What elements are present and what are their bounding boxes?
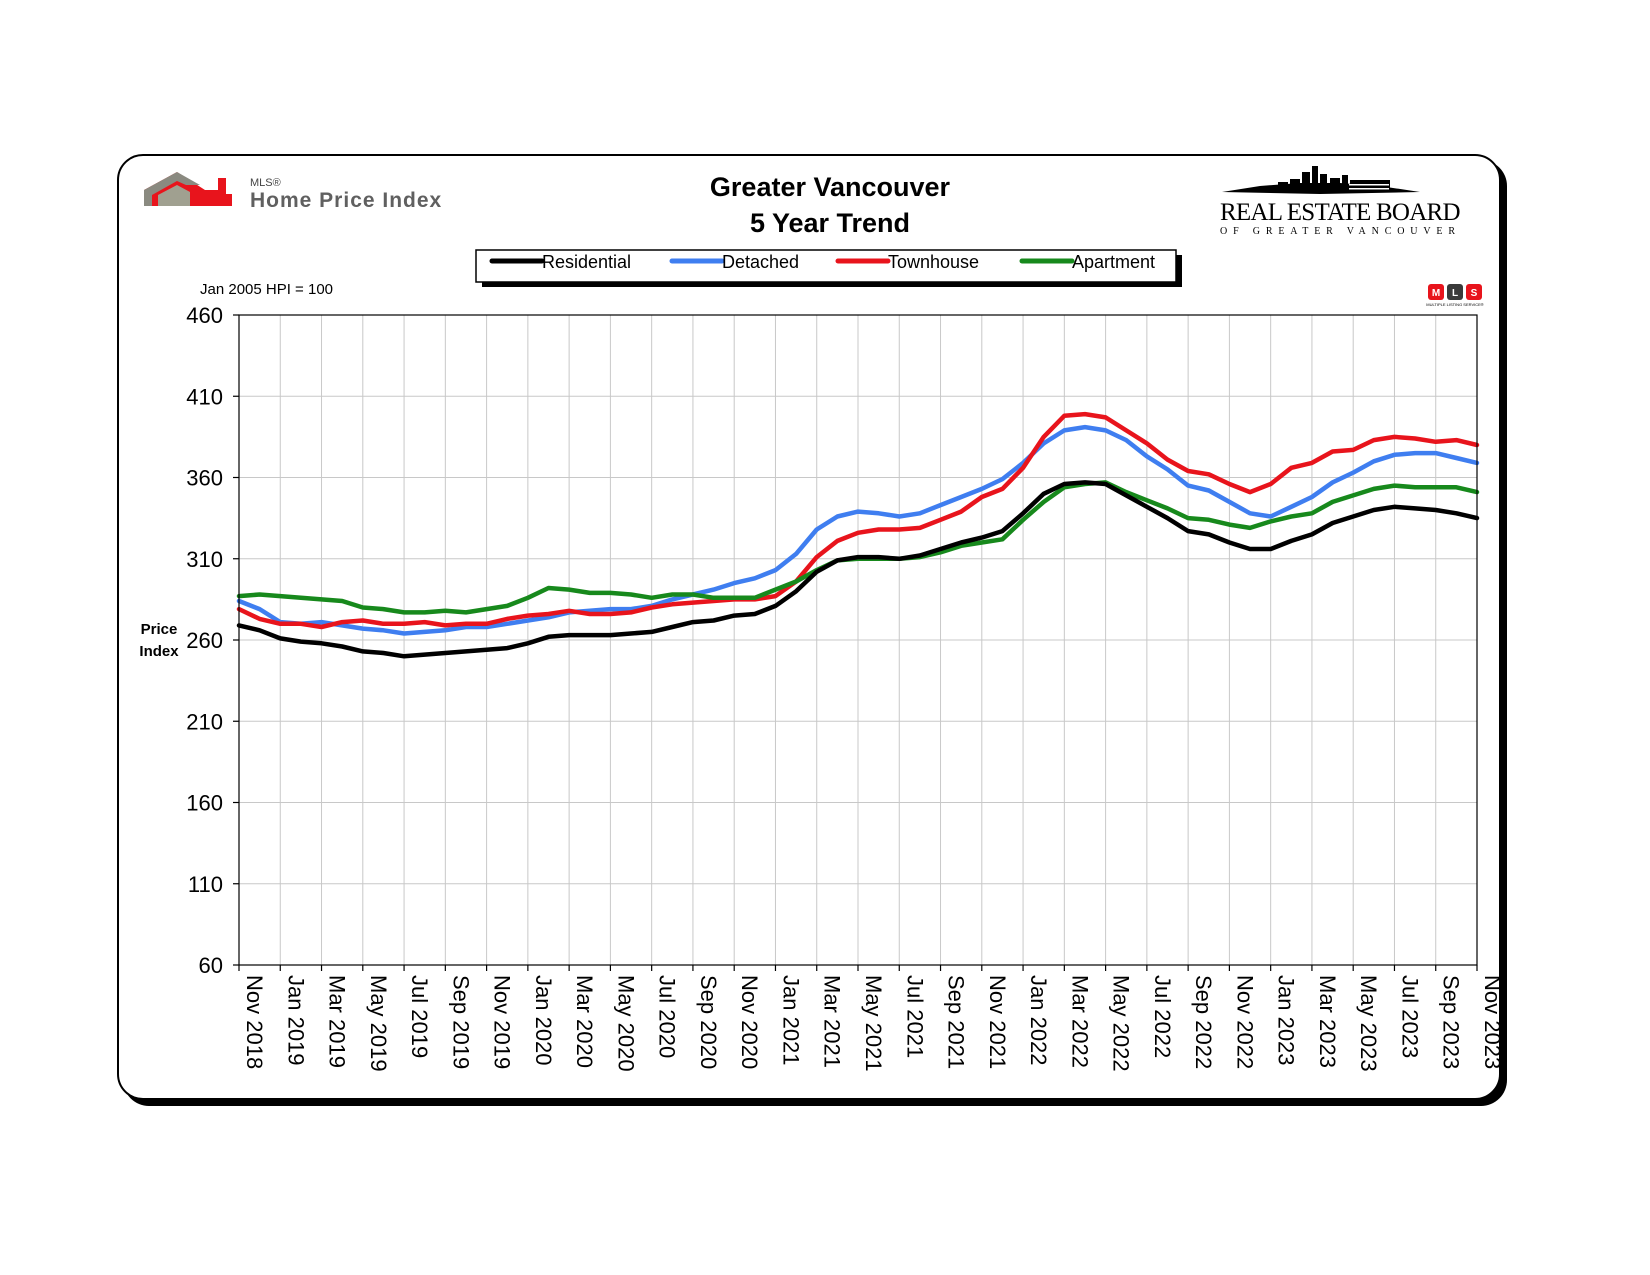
x-tick-label: Nov 2020 [737,975,762,1069]
mls-letter-m: M [1432,288,1440,299]
mls-badge-subtext: MULTIPLE LISTING SERVICE® [1426,302,1484,307]
legend-label-residential: Residential [542,252,631,272]
x-tick-label: Sep 2020 [696,975,721,1069]
x-tick-label: Jul 2022 [1150,975,1175,1058]
real-estate-board-logo: REAL ESTATE BOARD OF GREATER VANCOUVER [1220,166,1461,237]
series-line-residential [236,480,1480,659]
mls-badge-l-icon [1447,284,1463,300]
x-tick-label: Nov 2022 [1232,975,1257,1069]
x-tick-label: Jan 2023 [1274,975,1299,1066]
y-tick-label: 360 [186,466,223,491]
x-tick-label: Sep 2023 [1439,975,1464,1069]
hpi-logo-mls: MLS® [250,177,281,189]
y-tick-label: 160 [186,791,223,816]
y-tick-label: 410 [186,384,223,409]
x-tick-label: Jul 2020 [655,975,680,1058]
x-tick-label: Nov 2021 [985,975,1010,1069]
legend-box [475,249,1177,283]
plot-area: 60 110 160 210 260 310 360 410 460 Nov 2018 Jan 2… [186,303,1505,1072]
y-tick-label: 60 [199,953,223,978]
x-tick-label: May 2022 [1109,975,1134,1072]
mls-letter-l: L [1452,288,1458,299]
y-tick-label: 210 [186,709,223,734]
series-line-townhouse [236,411,1480,630]
y-tick-label: 460 [186,303,223,328]
legend-label-apartment: Apartment [1072,252,1155,272]
legend-label-detached: Detached [722,252,799,272]
x-tick-label: Jul 2021 [902,975,927,1058]
reb-logo-subtext: OF GREATER VANCOUVER [1220,226,1460,237]
plot-border [238,314,1478,966]
x-tick-label: Nov 2018 [242,975,267,1069]
reb-logo-text: REAL ESTATE BOARD [1220,199,1460,226]
x-tick-label: Jan 2022 [1026,975,1051,1066]
x-tick-label: Jan 2021 [778,975,803,1066]
hpi-logo: MLS® Home Price Index [144,172,442,212]
skyline-icon [1222,166,1420,194]
house-logo-icon [144,172,232,206]
x-tick-label: Mar 2022 [1067,975,1092,1068]
y-tick-label: 260 [186,628,223,653]
mls-badge-m-icon [1428,284,1444,300]
x-tick-label: Jan 2019 [283,975,308,1066]
hpi-logo-text: Home Price Index [250,189,442,212]
y-axis-label-line2: Index [139,643,179,660]
x-tick-label: Sep 2019 [448,975,473,1069]
x-tick-label: Jul 2019 [407,975,432,1058]
chart-title-line2: 5 Year Trend [750,208,910,238]
x-tick-label: Jul 2023 [1397,975,1422,1058]
x-tick-label: Mar 2019 [325,975,350,1068]
y-tick-label: 310 [186,547,223,572]
series-line-detached [236,424,1480,636]
x-tick-label: Jan 2020 [531,975,556,1066]
x-tick-label: Sep 2022 [1191,975,1216,1069]
x-tick-label: May 2023 [1356,975,1381,1072]
chart-title-line1: Greater Vancouver [710,172,951,202]
base-note: Jan 2005 HPI = 100 [200,281,333,298]
x-tick-label: May 2019 [366,975,391,1072]
y-tick-label: 110 [188,872,223,897]
x-tick-label: Sep 2021 [944,975,969,1069]
mls-letter-s: S [1471,288,1478,299]
x-tick-label: Mar 2020 [572,975,597,1068]
legend-label-townhouse: Townhouse [888,252,979,272]
x-tick-label: May 2021 [861,975,886,1072]
x-tick-label: May 2020 [613,975,638,1072]
x-tick-label: Mar 2021 [820,975,845,1068]
x-tick-label: Mar 2023 [1315,975,1340,1068]
legend: Residential Detached Townhouse Apartment [475,249,1182,287]
y-axis-label-line1: Price [141,621,178,638]
mls-badge-s-icon [1466,284,1482,300]
x-tick-label: Nov 2019 [490,975,515,1069]
mls-badge: M L S MULTIPLE LISTING SERVICE® [1426,284,1484,307]
x-tick-label: Nov 2023 [1480,975,1505,1069]
